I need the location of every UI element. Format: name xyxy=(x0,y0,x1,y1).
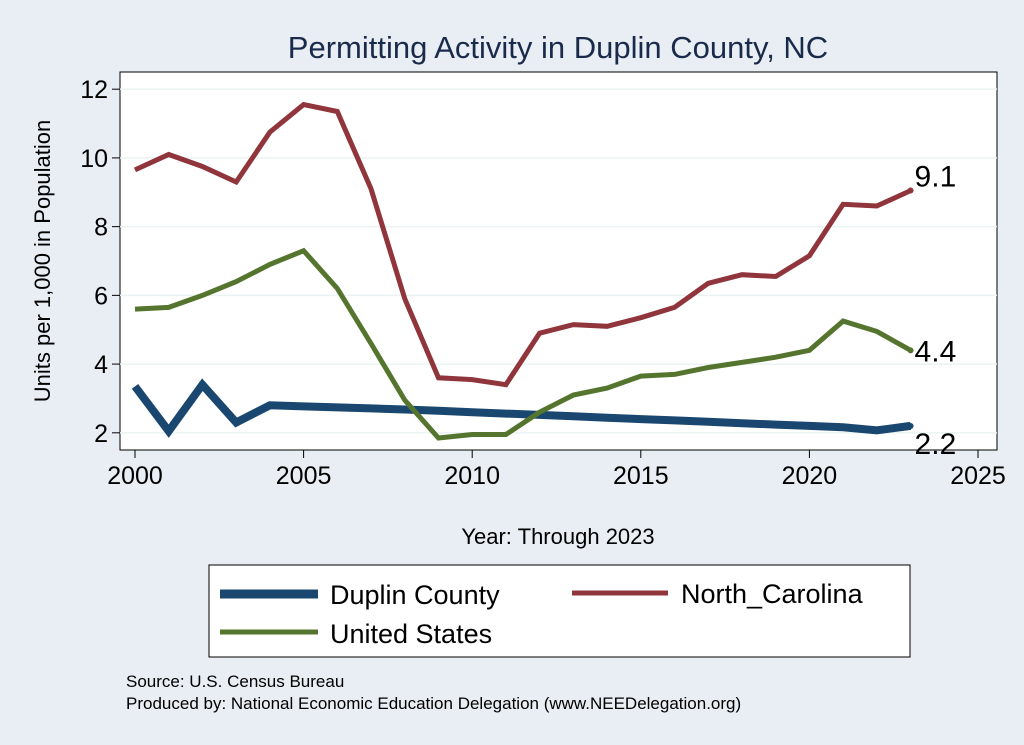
y-tick-label-2: 2 xyxy=(94,420,108,448)
end-label-united-states: 4.4 xyxy=(915,335,957,368)
series-line-north-carolina xyxy=(133,101,912,388)
legend-label-united-states: United States xyxy=(330,619,492,649)
y-tick-label-12: 12 xyxy=(80,76,108,104)
y-tick-label-10: 10 xyxy=(80,145,108,173)
series-end-point-united-states xyxy=(907,347,914,354)
x-tick-label-2000: 2000 xyxy=(107,462,163,490)
x-tick-label-2020: 2020 xyxy=(782,462,838,490)
plot-area xyxy=(119,71,998,451)
end-label-duplin-county: 2.2 xyxy=(915,428,957,461)
gridlines xyxy=(120,88,997,434)
y-tick-label-8: 8 xyxy=(94,214,108,242)
series-line-united-states xyxy=(134,247,912,441)
x-axis-label: Year: Through 2023 xyxy=(461,524,654,549)
chart-title: Permitting Activity in Duplin County, NC xyxy=(288,30,828,65)
end-label-north-carolina: 9.1 xyxy=(915,161,957,194)
source-note: Source: U.S. Census Bureau xyxy=(126,672,344,691)
y-tick-label-4: 4 xyxy=(94,351,108,379)
legend-box xyxy=(208,564,911,658)
legend-label-north-carolina: North_Carolina xyxy=(681,579,864,609)
axes: 2 4 6 8 10 12 2000 2005 2010 2015 2020 2025 xyxy=(80,76,1006,490)
legend: Duplin County North_Carolina United Stat… xyxy=(208,564,911,658)
y-tick-label-6: 6 xyxy=(94,282,108,310)
x-tick-label-2010: 2010 xyxy=(444,462,500,490)
series-end-point-north-carolina xyxy=(907,187,914,194)
x-tick-label-2025: 2025 xyxy=(950,462,1006,490)
legend-label-duplin-county: Duplin County xyxy=(330,580,500,610)
series-end-point-duplin-county xyxy=(907,422,914,429)
produced-by-note: Produced by: National Economic Education… xyxy=(126,694,741,713)
x-tick-label-2015: 2015 xyxy=(613,462,669,490)
x-tick-label-2005: 2005 xyxy=(276,462,332,490)
series-lines xyxy=(131,101,914,441)
series-line-duplin-county xyxy=(131,378,912,438)
y-axis-label: Units per 1,000 in Population xyxy=(30,120,55,403)
end-labels: 2.2 9.1 4.4 xyxy=(915,161,957,461)
